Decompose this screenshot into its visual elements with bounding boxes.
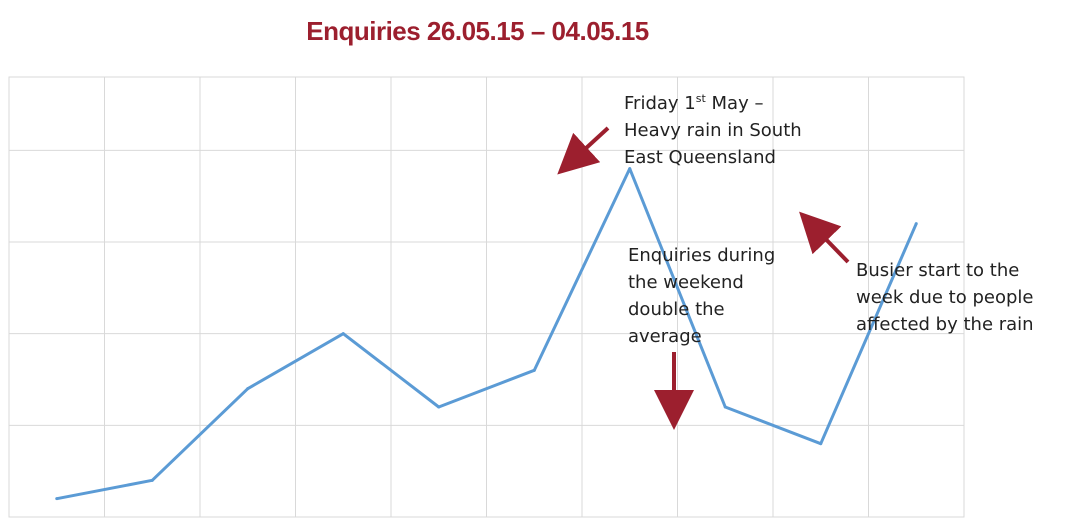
data-point	[723, 405, 727, 409]
data-point	[819, 442, 823, 446]
arrow-busier-start	[799, 211, 850, 264]
data-point	[628, 167, 632, 171]
annotation-line: the weekend	[628, 272, 744, 293]
data-point	[914, 222, 918, 226]
data-point	[246, 387, 250, 391]
annotation-line: double the	[628, 299, 725, 320]
data-point	[55, 497, 59, 501]
data-point	[437, 405, 441, 409]
annotation-line: Enquiries during	[628, 245, 776, 266]
annotation-line: Heavy rain in South	[624, 120, 802, 141]
annotation-arrows	[557, 126, 850, 430]
series-line	[56, 167, 918, 501]
data-point	[532, 368, 536, 372]
chart-title: Enquiries 26.05.15 – 04.05.15	[306, 16, 649, 46]
annotation-line: average	[628, 326, 702, 347]
annotation-line: Friday 1st May –	[624, 92, 764, 114]
annotation-line: East Queensland	[624, 147, 776, 168]
annotation-weekend: Enquiries during the weekend double the …	[628, 242, 775, 350]
annotation-line: week due to people	[856, 287, 1034, 308]
series-enquiries	[55, 167, 918, 501]
data-point	[150, 478, 154, 482]
annotation-line: Busier start to the	[856, 260, 1020, 281]
annotation-line: affected by the rain	[856, 314, 1034, 335]
gridlines	[8, 76, 965, 518]
annotation-busier-start: Busier start to the week due to people a…	[856, 257, 1034, 338]
annotation-rain-peak: Friday 1st May – Heavy rain in South Eas…	[624, 85, 802, 171]
arrow-rain-peak	[557, 126, 610, 175]
data-point	[341, 332, 345, 336]
